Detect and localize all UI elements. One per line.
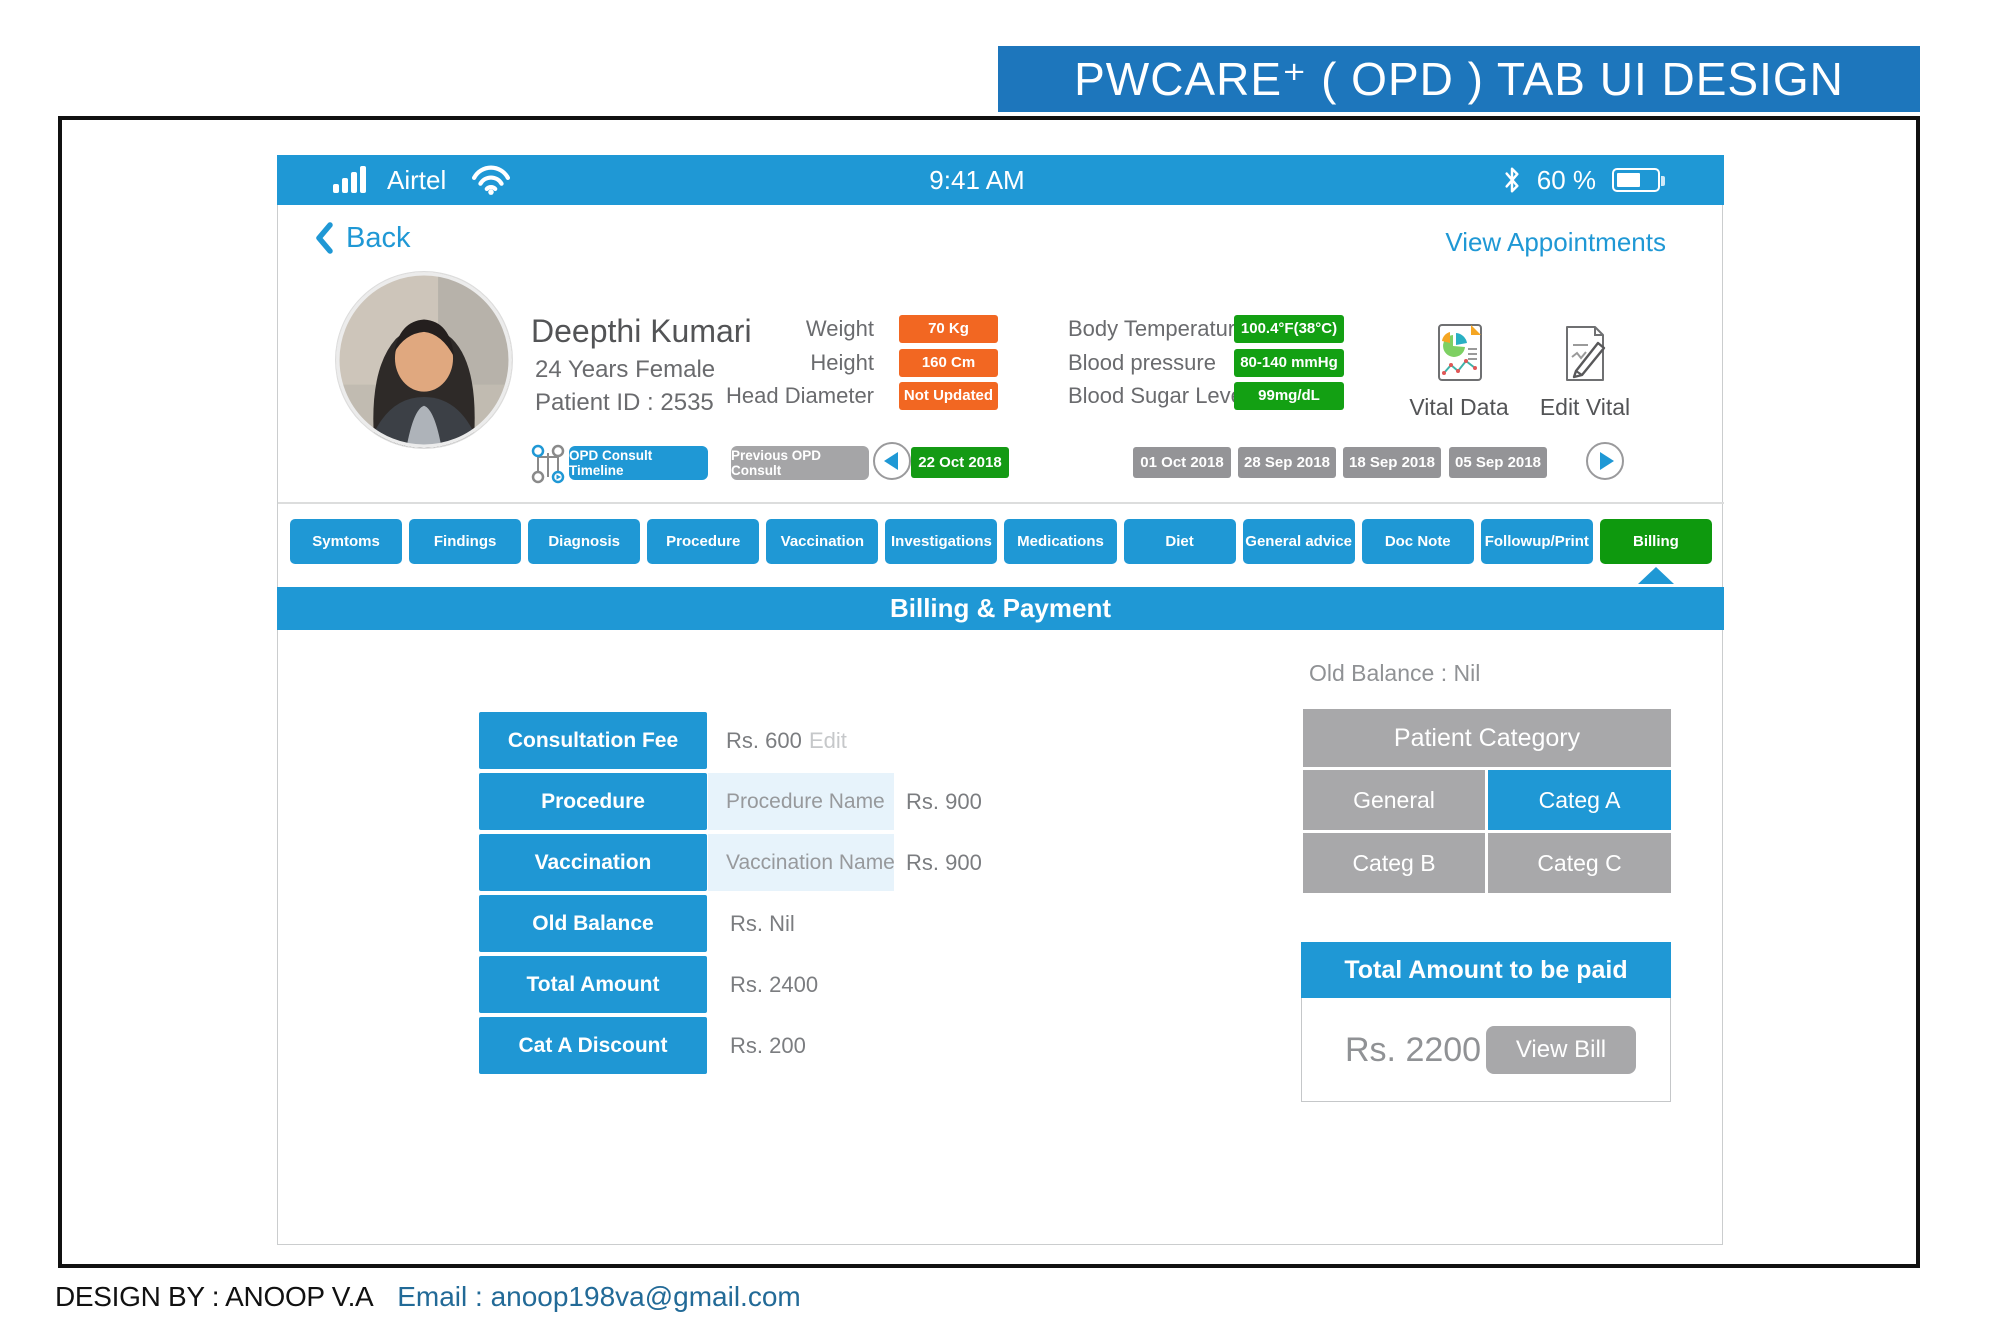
body-temperature-value-badge: 100.4°F(38°C) [1234, 315, 1344, 343]
vaccination-name-input[interactable] [708, 834, 894, 891]
tab-diagnosis[interactable]: Diagnosis [528, 519, 641, 564]
timeline-icon [531, 444, 565, 484]
old-balance-label: Old Balance [479, 895, 707, 952]
cat-a-discount-label: Cat A Discount [479, 1017, 707, 1074]
tab-vaccination[interactable]: Vaccination [766, 519, 879, 564]
old-balance-value: Rs. Nil [730, 911, 795, 936]
status-right-cluster: 60 % [1503, 155, 1665, 205]
battery-percent: 60 % [1536, 164, 1596, 195]
vaccination-fee-value: Rs. 900 [906, 850, 982, 875]
category-a-button[interactable]: Categ A [1488, 770, 1671, 830]
procedure-label: Procedure [479, 773, 707, 830]
blood-pressure-value-badge: 80-140 mmHg [1234, 349, 1344, 377]
tab-followup-print[interactable]: Followup/Print [1480, 519, 1593, 564]
blood-sugar-label: Blood Sugar Level [1068, 383, 1248, 408]
height-label: Height [810, 350, 874, 375]
total-to-be-paid-amount: Rs. 2200 [1345, 1031, 1482, 1069]
consult-date-chip[interactable]: 18 Sep 2018 [1343, 447, 1441, 478]
category-c-button[interactable]: Categ C [1488, 833, 1671, 893]
section-tabs: Symtoms Findings Diagnosis Procedure Vac… [290, 519, 1712, 564]
vital-data-label: Vital Data [1409, 394, 1509, 420]
consult-date-chip[interactable]: 28 Sep 2018 [1238, 447, 1336, 478]
consult-date-chip[interactable]: 22 Oct 2018 [911, 447, 1009, 478]
tab-medications[interactable]: Medications [1004, 519, 1117, 564]
billing-tab-pointer [1638, 567, 1674, 584]
procedure-fee-value: Rs. 900 [906, 789, 982, 814]
edit-vital-icon [1566, 326, 1606, 381]
back-chevron-icon [316, 222, 333, 254]
footer-credit: DESIGN BY : ANOOP V.A Email : anoop198va… [55, 1281, 801, 1313]
height-value-badge: 160 Cm [899, 349, 998, 377]
opd-consult-timeline-button[interactable]: OPD Consult Timeline [569, 446, 708, 480]
head-diameter-label: Head Diameter [726, 383, 874, 408]
patient-age-gender: 24 Years Female [535, 356, 716, 383]
edit-vital-label: Edit Vital [1539, 394, 1631, 420]
prev-consult-arrow[interactable] [873, 442, 911, 480]
prev-arrow-icon [883, 452, 898, 470]
patient-id: Patient ID : 2535 [535, 389, 714, 416]
designer-email: Email : anoop198va@gmail.com [397, 1281, 801, 1312]
designer-credit: DESIGN BY : ANOOP V.A [55, 1281, 374, 1312]
tab-findings[interactable]: Findings [409, 519, 522, 564]
edit-vital-button[interactable]: Edit Vital [1530, 323, 1640, 421]
section-divider [278, 502, 1724, 504]
view-appointments-link[interactable]: View Appointments [1445, 227, 1666, 257]
weight-label: Weight [805, 316, 874, 341]
view-bill-button[interactable]: View Bill [1486, 1026, 1636, 1074]
carrier-label: Airtel [387, 164, 447, 195]
next-consult-arrow[interactable] [1586, 442, 1624, 480]
blood-sugar-value-badge: 99mg/dL [1234, 382, 1344, 410]
previous-opd-consult-button[interactable]: Previous OPD Consult [731, 446, 869, 480]
tab-doc-note[interactable]: Doc Note [1361, 519, 1474, 564]
total-amount-value: Rs. 2400 [730, 972, 819, 997]
wifi-icon [472, 165, 511, 195]
battery-icon [1612, 168, 1665, 192]
consult-date-chip[interactable]: 05 Sep 2018 [1449, 447, 1547, 478]
tab-general-advice[interactable]: General advice [1242, 519, 1355, 564]
tab-diet[interactable]: Diet [1123, 519, 1236, 564]
patient-name: Deepthi Kumari [531, 313, 752, 349]
vaccination-label: Vaccination [479, 834, 707, 891]
tab-investigations[interactable]: Investigations [885, 519, 998, 564]
head-diameter-value-badge: Not Updated [899, 382, 998, 410]
procedure-name-input[interactable] [708, 773, 894, 830]
app-screen: Airtel 9:41 AM 60 % [277, 155, 1724, 1245]
category-b-button[interactable]: Categ B [1303, 833, 1485, 893]
patient-category-header: Patient Category [1303, 709, 1671, 767]
weight-value-badge: 70 Kg [899, 315, 998, 343]
total-amount-label: Total Amount [479, 956, 707, 1013]
patient-avatar [336, 272, 512, 448]
billing-section-header: Billing & Payment [277, 587, 1724, 630]
design-title-banner: PWCARE⁺ ( OPD ) TAB UI DESIGN [998, 46, 1920, 112]
vital-data-button[interactable]: Vital Data [1404, 323, 1514, 421]
edit-consultation-fee-link[interactable]: Edit [809, 728, 847, 753]
consultation-fee-value: Rs. 600 [726, 728, 802, 753]
old-balance-note: Old Balance : Nil [1309, 660, 1481, 686]
design-title: PWCARE⁺ ( OPD ) TAB UI DESIGN [1074, 53, 1844, 105]
body-temperature-label: Body Temperature [1068, 316, 1248, 341]
vital-data-icon [1438, 324, 1482, 381]
back-label: Back [346, 221, 411, 254]
bluetooth-icon [1505, 167, 1519, 193]
consult-date-chip[interactable]: 01 Oct 2018 [1133, 447, 1231, 478]
cat-a-discount-value: Rs. 200 [730, 1033, 806, 1058]
next-arrow-icon [1599, 452, 1614, 470]
signal-strength-icon [333, 166, 366, 193]
tab-billing[interactable]: Billing [1599, 519, 1712, 564]
tab-procedure[interactable]: Procedure [647, 519, 760, 564]
consultation-fee-label: Consultation Fee [479, 712, 707, 769]
status-left-cluster: Airtel [333, 155, 511, 205]
status-bar: Airtel 9:41 AM 60 % [277, 155, 1724, 205]
back-button[interactable]: Back [314, 221, 410, 255]
tab-symtoms[interactable]: Symtoms [290, 519, 403, 564]
blood-pressure-label: Blood pressure [1068, 350, 1216, 375]
clock: 9:41 AM [929, 164, 1025, 195]
total-to-be-paid-header: Total Amount to be paid [1301, 942, 1671, 998]
category-general-button[interactable]: General [1303, 770, 1485, 830]
